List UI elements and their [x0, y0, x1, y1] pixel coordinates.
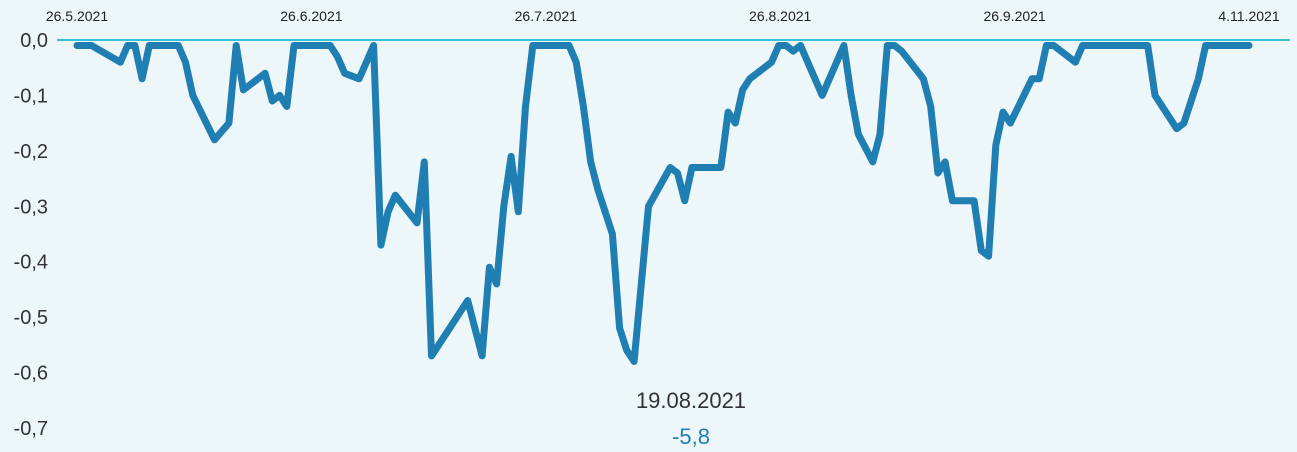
y-tick-label: -0,5	[14, 307, 48, 329]
series-line	[73, 42, 1253, 365]
y-tick-label: 0,0	[20, 30, 48, 52]
y-tick-label: -0,2	[14, 141, 48, 163]
x-tick-label: 26.7.2021	[515, 8, 577, 24]
y-tick-label: -0,6	[14, 363, 48, 385]
y-tick-label: -0,3	[14, 196, 48, 218]
x-tick-label: 26.9.2021	[983, 8, 1045, 24]
y-tick-label: -0,7	[14, 418, 48, 440]
x-tick-label: 26.6.2021	[280, 8, 342, 24]
x-tick-label: 4.11.2021	[1218, 8, 1279, 24]
y-axis-ticks: 0,0 -0,1 -0,2 -0,3 -0,4 -0,5 -0,6 -0,7	[14, 30, 48, 440]
y-tick-label: -0,1	[14, 85, 48, 107]
annotation-value-label: -5,8	[672, 424, 710, 449]
x-axis-ticks: 26.5.2021 26.6.2021 26.7.2021 26.8.2021 26.9…	[46, 8, 1280, 24]
annotation-date-label: 19.08.2021	[636, 388, 746, 413]
x-tick-label: 26.8.2021	[749, 8, 811, 24]
x-tick-label: 26.5.2021	[46, 8, 108, 24]
y-tick-label: -0,4	[14, 252, 48, 274]
